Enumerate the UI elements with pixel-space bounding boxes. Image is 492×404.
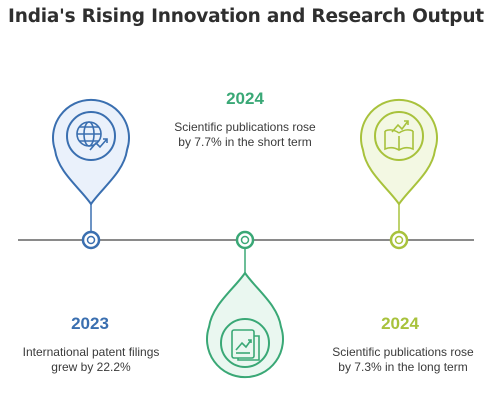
marker-2024-long-term: [360, 98, 438, 250]
document-chart-icon: [231, 329, 260, 361]
event-description-long-term: Scientific publications rose by 7.3% in …: [332, 345, 474, 374]
globe-chart-icon: [76, 121, 108, 151]
marker-2023-patents: [52, 98, 130, 250]
timeline-node: [81, 230, 101, 250]
timeline-node: [389, 230, 409, 250]
event-year-2023: 2023: [71, 314, 109, 333]
book-trend-icon: [384, 120, 414, 151]
pin-shape: [360, 98, 438, 206]
icon-ring: [374, 111, 424, 161]
event-year-2024-long: 2024: [381, 314, 419, 333]
page-title: India's Rising Innovation and Research O…: [8, 6, 484, 27]
pin-shape: [206, 271, 284, 379]
event-year-2024-short: 2024: [226, 89, 264, 108]
pin-shape: [52, 98, 130, 206]
icon-ring: [220, 318, 270, 368]
timeline-node: [235, 230, 255, 250]
marker-2024-short-term: [206, 230, 284, 379]
icon-ring: [66, 111, 116, 161]
event-description-patents: International patent filings grew by 22.…: [22, 345, 160, 374]
event-description-short-term: Scientific publications rose by 7.7% in …: [174, 120, 316, 149]
